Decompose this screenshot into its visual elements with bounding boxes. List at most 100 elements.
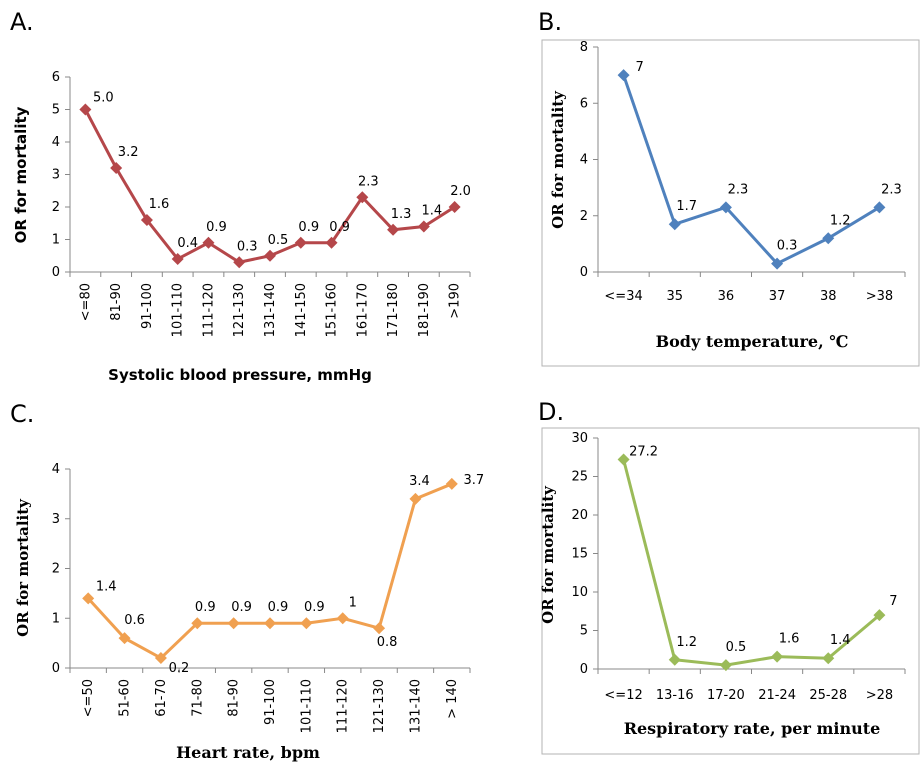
data-label: 1.6 [779,632,800,647]
data-point [233,256,246,269]
y-tick-label: 30 [571,431,588,446]
data-point [668,653,681,666]
x-tick-label: 37 [769,289,786,304]
panel-letter: A. [10,8,34,36]
data-point [719,659,732,672]
y-axis-title: OR for mortality [549,90,567,229]
x-tick-label: 17-20 [707,688,745,703]
x-tick-label: 111-120 [336,679,351,733]
data-label: 0.9 [231,600,252,615]
y-tick-label: 4 [52,462,60,477]
data-label: 1.6 [149,197,170,212]
data-label: 1.7 [676,199,697,214]
x-tick-label: 51-60 [118,679,133,717]
data-label: 0.8 [377,635,398,650]
x-tick-label: 131-140 [263,283,278,337]
y-tick-label: 15 [571,547,588,562]
x-tick-label: 61-70 [154,679,169,717]
x-tick-label: 81-90 [109,283,124,321]
y-tick-label: 8 [580,40,588,55]
y-axis-title: OR for mortality [539,485,557,624]
y-tick-label: 0 [580,662,588,677]
series-line [622,74,881,266]
data-point [373,622,386,635]
data-label: 0.3 [777,239,798,254]
data-label: 1.3 [391,207,412,222]
data-point [417,220,430,233]
data-label: 27.2 [629,445,658,460]
x-tick-label: 81-90 [227,679,242,717]
data-point [191,617,204,630]
x-tick-label: 171-180 [386,283,401,337]
x-tick-label: 111-120 [201,283,216,337]
x-tick-label: <=50 [81,679,96,717]
data-point [171,253,184,265]
x-axis-title: Heart rate, bpm [176,743,320,762]
x-tick-label: 101-110 [171,283,186,337]
x-tick-label: 101-110 [299,679,314,733]
data-label: 1.2 [676,635,697,650]
data-label: 7 [635,60,643,75]
y-tick-label: 0 [52,265,60,280]
x-tick-label: >38 [866,289,893,304]
data-point [154,652,167,665]
data-label: 5.0 [93,91,114,106]
x-tick-label: 151-160 [325,283,340,337]
data-label: 0.9 [304,600,325,615]
x-tick-label: 38 [820,289,837,304]
x-tick-label: <=34 [604,289,642,304]
data-label: 2.0 [450,184,471,199]
x-tick-label: 131-140 [408,679,423,733]
y-tick-label: 3 [52,168,60,183]
data-label: 1 [349,595,357,610]
y-tick-label: 6 [52,70,60,85]
series-line [622,459,881,667]
data-point [873,609,886,622]
data-label: 1.4 [830,633,851,648]
data-label: 0.9 [268,600,289,615]
data-point [202,236,215,249]
data-point [617,453,630,466]
x-tick-label: 141-150 [294,283,309,337]
y-tick-label: 10 [571,585,588,600]
x-tick-label: 91-100 [140,283,155,329]
data-point [822,232,835,245]
data-point [294,236,307,249]
y-tick-label: 20 [571,508,588,523]
y-tick-label: 4 [52,135,60,150]
data-label: 0.9 [206,220,227,235]
x-tick-label: >28 [866,688,893,703]
data-label: 2.3 [881,182,902,197]
x-tick-label: 21-24 [758,688,796,703]
x-tick-label: >190 [448,283,463,319]
data-point [227,617,240,630]
data-point [79,103,92,116]
x-tick-label: 13-16 [656,688,694,703]
y-tick-label: 0 [52,661,60,676]
x-tick-label: 91-100 [263,679,278,725]
x-tick-label: 36 [718,289,735,304]
data-point [264,249,276,262]
y-tick-label: 5 [52,103,60,118]
data-point [771,650,784,663]
x-axis-title: Systolic blood pressure, mmHg [108,366,372,384]
chart-border [541,427,920,755]
x-tick-label: 25-28 [809,688,847,703]
data-point [82,592,95,605]
data-label: 0.9 [195,600,216,615]
data-label: 2.3 [358,174,379,189]
data-point [448,201,461,213]
y-tick-label: 5 [580,624,588,639]
data-label: 2.3 [728,182,749,197]
x-axis-title: Respiratory rate, per minute [624,719,881,738]
data-point [110,162,123,174]
y-tick-label: 2 [580,209,588,224]
x-tick-label: 71-80 [190,679,205,717]
data-label: 0.9 [329,220,350,235]
y-tick-label: 2 [52,562,60,577]
data-point [300,617,313,630]
